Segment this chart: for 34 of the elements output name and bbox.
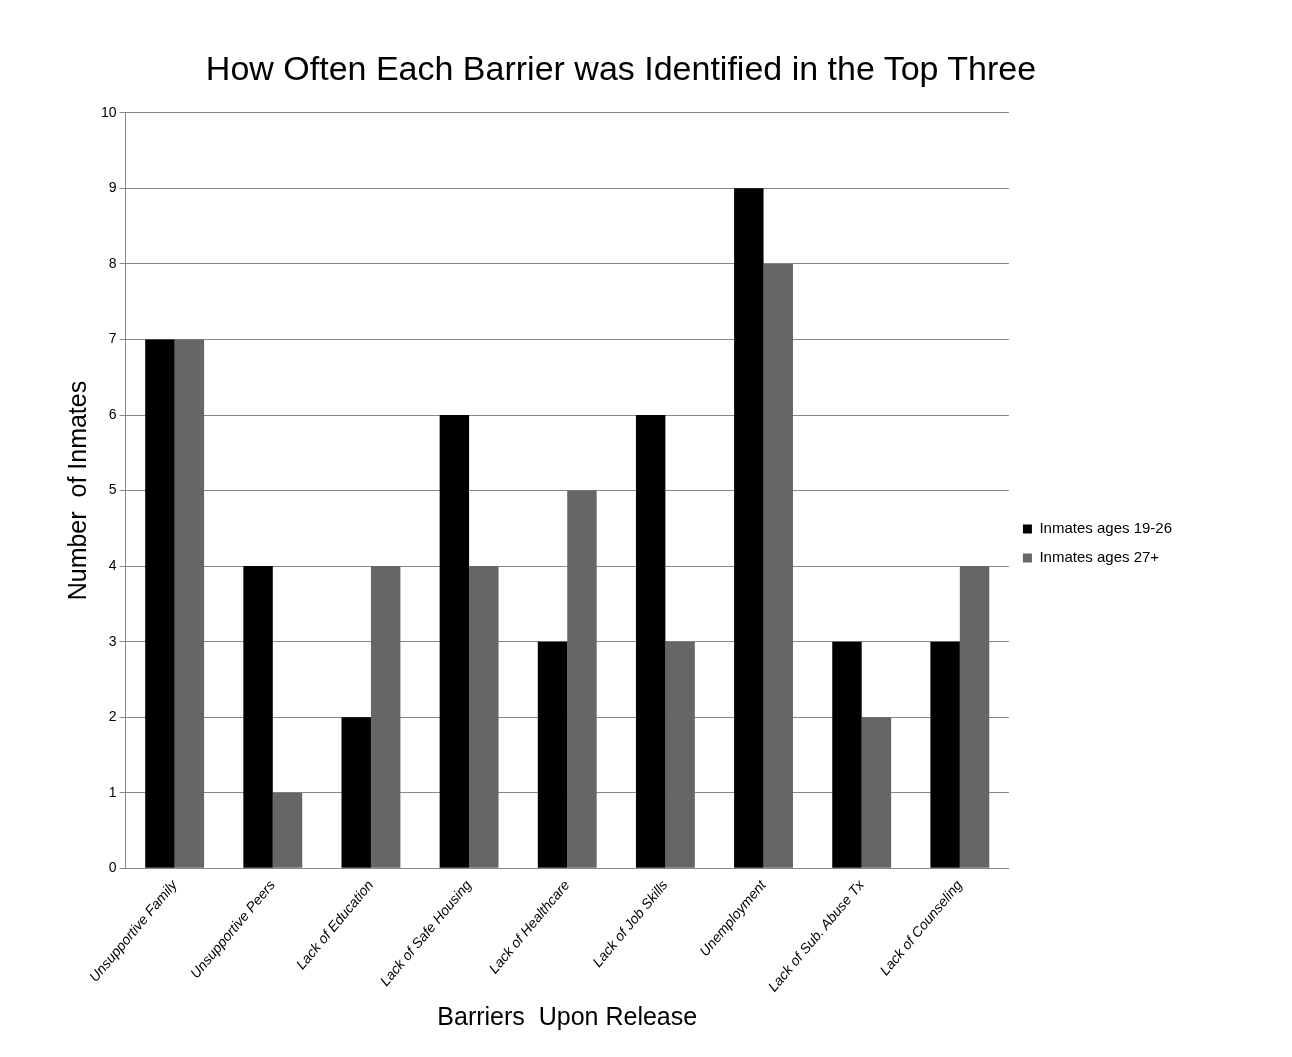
y-tick-label: 8 bbox=[108, 254, 117, 271]
bar bbox=[341, 717, 371, 868]
y-tick-label: 2 bbox=[108, 708, 117, 725]
bar bbox=[469, 566, 499, 868]
bar bbox=[537, 641, 568, 868]
x-axis-title: Barriers Upon Release bbox=[437, 1001, 698, 1030]
bar bbox=[370, 566, 401, 868]
bar bbox=[635, 415, 666, 868]
bar bbox=[861, 717, 892, 868]
bar bbox=[734, 188, 764, 868]
chart-title: How Often Each Barrier was Identified in the Top Three bbox=[205, 48, 1037, 87]
bar bbox=[174, 339, 205, 868]
bar bbox=[272, 792, 303, 868]
bar bbox=[959, 566, 990, 868]
bar bbox=[439, 415, 470, 868]
y-tick-label: 10 bbox=[100, 103, 117, 120]
y-tick-label: 7 bbox=[108, 330, 117, 347]
bar bbox=[145, 339, 175, 868]
y-tick-label: 9 bbox=[108, 179, 117, 196]
bar bbox=[832, 641, 862, 868]
y-tick-label: 6 bbox=[108, 405, 117, 422]
legend-label: Inmates ages 27+ bbox=[1039, 548, 1160, 566]
legend-label: Inmates ages 19-26 bbox=[1039, 519, 1173, 537]
y-tick-label: 0 bbox=[108, 859, 117, 876]
bar bbox=[567, 490, 597, 868]
bar bbox=[930, 641, 960, 868]
y-axis-title: Number of Inmates bbox=[62, 380, 91, 601]
y-tick-label: 4 bbox=[108, 556, 117, 573]
y-tick-label: 5 bbox=[108, 481, 117, 498]
y-tick-label: 1 bbox=[108, 783, 117, 800]
bar bbox=[243, 566, 273, 868]
y-tick-label: 3 bbox=[108, 632, 117, 649]
bar bbox=[763, 263, 793, 868]
bar bbox=[665, 641, 695, 868]
